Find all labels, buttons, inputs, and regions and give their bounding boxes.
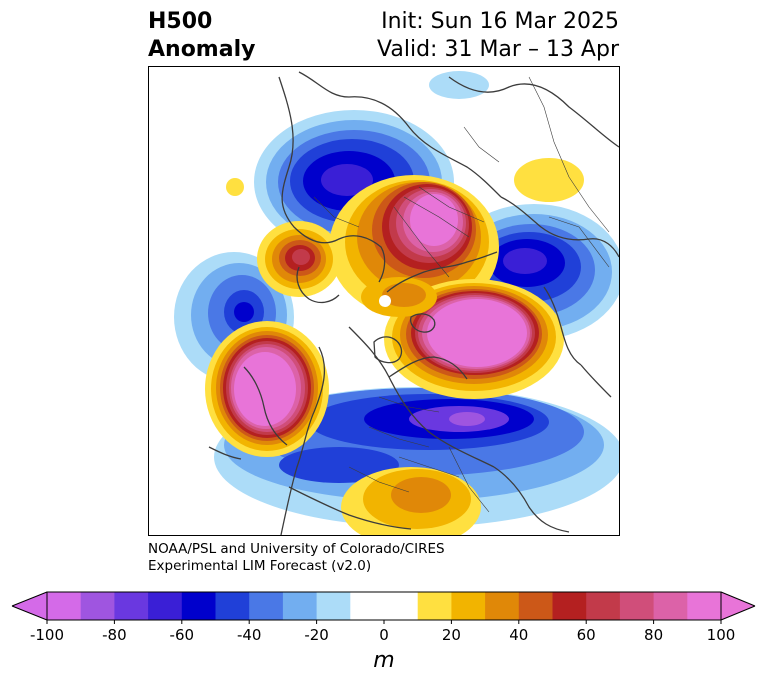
colorbar-cell	[619, 592, 655, 620]
colorbar-tick-label: -80	[102, 626, 127, 644]
colorbar-cell	[215, 592, 250, 620]
colorbar-cell	[148, 592, 183, 620]
positive-anomaly-north-atlantic	[361, 277, 564, 399]
colorbar-cell	[653, 592, 688, 620]
colorbar-cell	[350, 592, 385, 620]
colorbar-tick-label: -100	[29, 626, 65, 644]
colorbar-cell	[249, 592, 284, 620]
colorbar-cell	[518, 592, 553, 620]
colorbar-tick-label: 40	[509, 626, 529, 644]
political-borders	[313, 76, 610, 513]
colorbar-tick-label: -40	[236, 626, 262, 644]
credits-line-1: NOAA/PSL and University of Colorado/CIRE…	[148, 541, 445, 557]
credits: NOAA/PSL and University of Colorado/CIRE…	[148, 541, 445, 575]
colorbar	[11, 591, 756, 624]
colorbar-cell	[316, 592, 351, 620]
colorbar-cell	[586, 592, 621, 620]
colorbar-tick-label: -60	[169, 626, 195, 644]
colorbar-cell	[687, 592, 722, 620]
colorbar-min-extension	[12, 592, 47, 620]
colorbar-cell	[485, 592, 520, 620]
anomaly-map-svg	[174, 71, 619, 535]
colorbar-tick-label: -20	[304, 626, 329, 644]
colorbar-tick-label: 60	[576, 626, 596, 644]
title-line-1: H500	[148, 9, 213, 34]
pole-marker	[379, 295, 391, 307]
anomaly-map	[148, 66, 620, 536]
colorbar-cells	[47, 592, 722, 620]
colorbar-cell	[181, 592, 216, 620]
colorbar-cell	[451, 592, 486, 620]
positive-anomaly-central-asia	[341, 467, 481, 535]
colorbar-ticks	[46, 620, 722, 624]
positive-anomaly-alaska	[205, 321, 329, 457]
colorbar-cell	[47, 592, 82, 620]
colorbar-tick-label: 100	[706, 626, 736, 644]
colorbar-cell	[282, 592, 318, 620]
colorbar-cell	[384, 592, 419, 620]
colorbar-cell	[80, 592, 115, 620]
coastlines	[208, 71, 619, 535]
map-title: H500 Anomaly	[148, 8, 255, 64]
colorbar-max-extension	[721, 592, 755, 620]
colorbar-cell	[552, 592, 587, 620]
colorbar-cell	[114, 592, 149, 620]
init-date-label: Init: Sun 16 Mar 2025	[381, 9, 619, 34]
colorbar-tick-label: 20	[441, 626, 461, 644]
title-line-2: Anomaly	[148, 37, 256, 62]
colorbar-cell	[417, 592, 452, 620]
colorbar-tick-label: 0	[379, 626, 389, 644]
valid-date-label: Valid: 31 Mar – 13 Apr	[377, 37, 619, 62]
colorbar-tick-label: 80	[644, 626, 664, 644]
positive-anomaly-japan	[257, 221, 341, 297]
colorbar-unit-label: m	[373, 648, 395, 673]
forecast-dates: Init: Sun 16 Mar 2025 Valid: 31 Mar – 13…	[377, 8, 619, 64]
credits-line-2: Experimental LIM Forecast (v2.0)	[148, 558, 372, 574]
